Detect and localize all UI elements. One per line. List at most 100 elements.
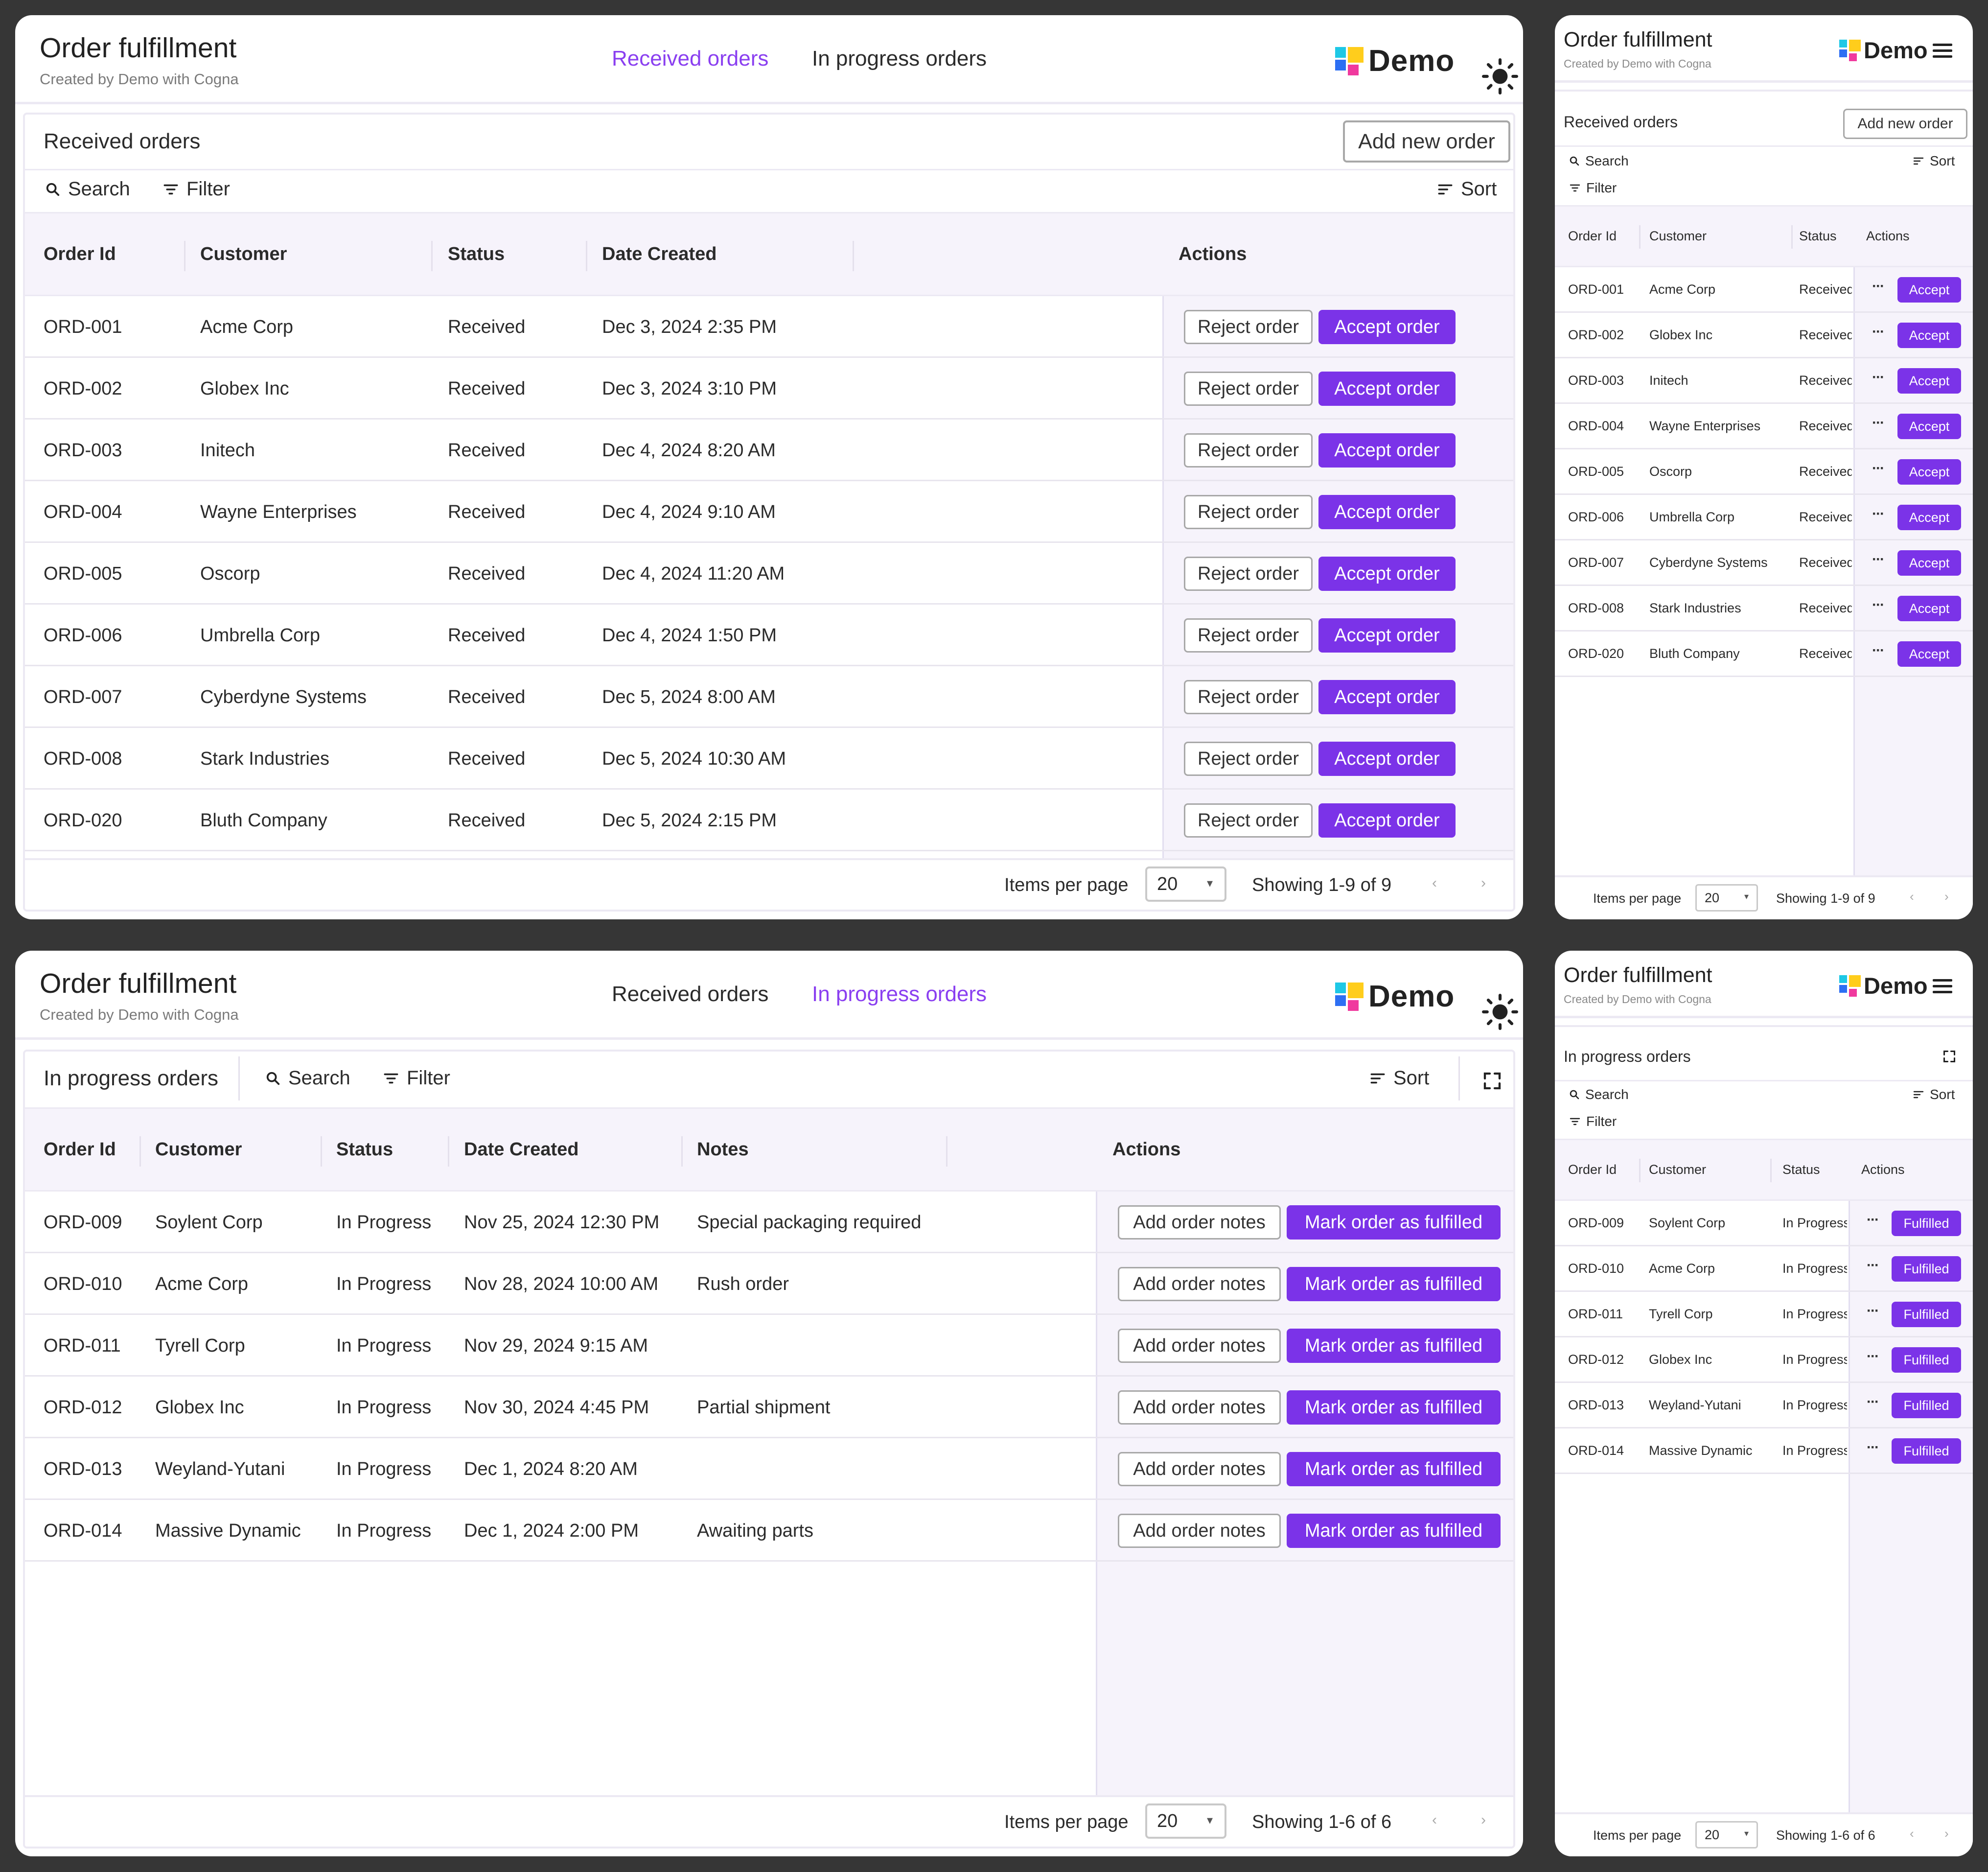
more-horizontal-icon[interactable]: ··· bbox=[1872, 642, 1885, 658]
column-header-status[interactable]: Status bbox=[1799, 229, 1837, 243]
chevron-right-icon[interactable]: › bbox=[1944, 889, 1949, 904]
items-per-page-select[interactable]: 20 ▾ bbox=[1695, 884, 1758, 912]
add-new-order-button[interactable]: Add new order bbox=[1343, 120, 1510, 163]
reject-order-button[interactable]: Reject order bbox=[1184, 557, 1313, 591]
column-header-order-id[interactable]: Order Id bbox=[1568, 1162, 1617, 1177]
accept-order-button[interactable]: Accept order bbox=[1318, 557, 1456, 591]
more-horizontal-icon[interactable]: ··· bbox=[1872, 551, 1885, 567]
items-per-page-select[interactable]: 20 ▾ bbox=[1145, 1803, 1226, 1839]
more-horizontal-icon[interactable]: ··· bbox=[1872, 369, 1885, 385]
fulfilled-button[interactable]: Fulfilled bbox=[1892, 1347, 1961, 1373]
reject-order-button[interactable]: Reject order bbox=[1184, 433, 1313, 468]
chevron-left-icon[interactable]: ‹ bbox=[1432, 875, 1437, 891]
more-horizontal-icon[interactable]: ··· bbox=[1872, 415, 1885, 431]
chevron-left-icon[interactable]: ‹ bbox=[1432, 1812, 1437, 1828]
accept-order-button[interactable]: Accept order bbox=[1318, 495, 1456, 529]
column-header-customer[interactable]: Customer bbox=[1649, 229, 1707, 243]
accept-order-button[interactable]: Accept order bbox=[1318, 433, 1456, 468]
column-header-order-id[interactable]: Order Id bbox=[44, 1139, 116, 1160]
accept-button[interactable]: Accept bbox=[1897, 414, 1961, 439]
mark-order-fulfilled-button[interactable]: Mark order as fulfilled bbox=[1287, 1205, 1501, 1240]
sort-button[interactable]: Sort bbox=[1912, 153, 1955, 169]
reject-order-button[interactable]: Reject order bbox=[1184, 742, 1313, 776]
search-button[interactable]: Search bbox=[1569, 1087, 1629, 1102]
tab-received-orders[interactable]: Received orders bbox=[612, 47, 769, 70]
reject-order-button[interactable]: Reject order bbox=[1184, 495, 1313, 529]
chevron-left-icon[interactable]: ‹ bbox=[1910, 1826, 1914, 1841]
accept-button[interactable]: Accept bbox=[1897, 323, 1961, 348]
more-horizontal-icon[interactable]: ··· bbox=[1867, 1257, 1879, 1273]
sort-button[interactable]: Sort bbox=[1436, 178, 1497, 200]
add-new-order-button[interactable]: Add new order bbox=[1843, 109, 1967, 139]
column-header-notes[interactable]: Notes bbox=[697, 1139, 749, 1160]
accept-button[interactable]: Accept bbox=[1897, 459, 1961, 485]
column-header-customer[interactable]: Customer bbox=[155, 1139, 242, 1160]
column-header-customer[interactable]: Customer bbox=[200, 244, 287, 264]
more-horizontal-icon[interactable]: ··· bbox=[1872, 506, 1885, 522]
more-horizontal-icon[interactable]: ··· bbox=[1867, 1303, 1879, 1319]
tab-in-progress-orders[interactable]: In progress orders bbox=[812, 982, 987, 1006]
column-header-order-id[interactable]: Order Id bbox=[44, 244, 116, 264]
accept-button[interactable]: Accept bbox=[1897, 596, 1961, 621]
items-per-page-select[interactable]: 20 ▾ bbox=[1145, 866, 1226, 902]
column-header-status[interactable]: Status bbox=[448, 244, 505, 264]
accept-button[interactable]: Accept bbox=[1897, 277, 1961, 303]
column-header-status[interactable]: Status bbox=[1782, 1162, 1820, 1177]
tab-in-progress-orders[interactable]: In progress orders bbox=[812, 47, 987, 70]
fulfilled-button[interactable]: Fulfilled bbox=[1892, 1302, 1961, 1327]
column-header-customer[interactable]: Customer bbox=[1649, 1162, 1707, 1177]
search-button[interactable]: Search bbox=[265, 1067, 350, 1089]
more-horizontal-icon[interactable]: ··· bbox=[1872, 324, 1885, 340]
fullscreen-icon[interactable] bbox=[1482, 1071, 1502, 1091]
mark-order-fulfilled-button[interactable]: Mark order as fulfilled bbox=[1287, 1514, 1501, 1548]
add-order-notes-button[interactable]: Add order notes bbox=[1118, 1329, 1281, 1363]
sun-icon[interactable] bbox=[1482, 58, 1518, 94]
chevron-right-icon[interactable]: › bbox=[1481, 875, 1486, 891]
accept-order-button[interactable]: Accept order bbox=[1318, 742, 1456, 776]
column-header-status[interactable]: Status bbox=[336, 1139, 393, 1160]
search-button[interactable]: Search bbox=[45, 178, 130, 200]
filter-button[interactable]: Filter bbox=[1569, 1114, 1617, 1129]
column-header-date-created[interactable]: Date Created bbox=[464, 1139, 579, 1160]
more-horizontal-icon[interactable]: ··· bbox=[1867, 1439, 1879, 1455]
accept-order-button[interactable]: Accept order bbox=[1318, 803, 1456, 838]
hamburger-menu-icon[interactable] bbox=[1933, 44, 1952, 58]
column-header-order-id[interactable]: Order Id bbox=[1568, 229, 1617, 243]
reject-order-button[interactable]: Reject order bbox=[1184, 310, 1313, 344]
add-order-notes-button[interactable]: Add order notes bbox=[1118, 1267, 1281, 1301]
search-button[interactable]: Search bbox=[1569, 153, 1629, 169]
mark-order-fulfilled-button[interactable]: Mark order as fulfilled bbox=[1287, 1390, 1501, 1425]
filter-button[interactable]: Filter bbox=[1569, 180, 1617, 196]
filter-button[interactable]: Filter bbox=[162, 178, 230, 200]
accept-order-button[interactable]: Accept order bbox=[1318, 372, 1456, 406]
reject-order-button[interactable]: Reject order bbox=[1184, 803, 1313, 838]
add-order-notes-button[interactable]: Add order notes bbox=[1118, 1390, 1281, 1425]
accept-order-button[interactable]: Accept order bbox=[1318, 680, 1456, 714]
tab-received-orders[interactable]: Received orders bbox=[612, 982, 769, 1006]
chevron-right-icon[interactable]: › bbox=[1481, 1812, 1486, 1828]
reject-order-button[interactable]: Reject order bbox=[1184, 618, 1313, 653]
accept-button[interactable]: Accept bbox=[1897, 550, 1961, 576]
reject-order-button[interactable]: Reject order bbox=[1184, 372, 1313, 406]
chevron-left-icon[interactable]: ‹ bbox=[1910, 889, 1914, 904]
fulfilled-button[interactable]: Fulfilled bbox=[1892, 1393, 1961, 1418]
more-horizontal-icon[interactable]: ··· bbox=[1872, 460, 1885, 476]
mark-order-fulfilled-button[interactable]: Mark order as fulfilled bbox=[1287, 1452, 1501, 1486]
sort-button[interactable]: Sort bbox=[1369, 1067, 1429, 1089]
sort-button[interactable]: Sort bbox=[1912, 1087, 1955, 1102]
accept-button[interactable]: Accept bbox=[1897, 505, 1961, 530]
chevron-right-icon[interactable]: › bbox=[1944, 1826, 1949, 1841]
hamburger-menu-icon[interactable] bbox=[1933, 979, 1952, 994]
more-horizontal-icon[interactable]: ··· bbox=[1872, 278, 1885, 294]
more-horizontal-icon[interactable]: ··· bbox=[1872, 597, 1885, 613]
add-order-notes-button[interactable]: Add order notes bbox=[1118, 1205, 1281, 1240]
reject-order-button[interactable]: Reject order bbox=[1184, 680, 1313, 714]
filter-button[interactable]: Filter bbox=[382, 1067, 450, 1089]
mark-order-fulfilled-button[interactable]: Mark order as fulfilled bbox=[1287, 1329, 1501, 1363]
add-order-notes-button[interactable]: Add order notes bbox=[1118, 1452, 1281, 1486]
more-horizontal-icon[interactable]: ··· bbox=[1867, 1212, 1879, 1228]
column-header-date-created[interactable]: Date Created bbox=[602, 244, 717, 264]
fulfilled-button[interactable]: Fulfilled bbox=[1892, 1256, 1961, 1282]
accept-button[interactable]: Accept bbox=[1897, 368, 1961, 394]
items-per-page-select[interactable]: 20 ▾ bbox=[1695, 1821, 1758, 1849]
